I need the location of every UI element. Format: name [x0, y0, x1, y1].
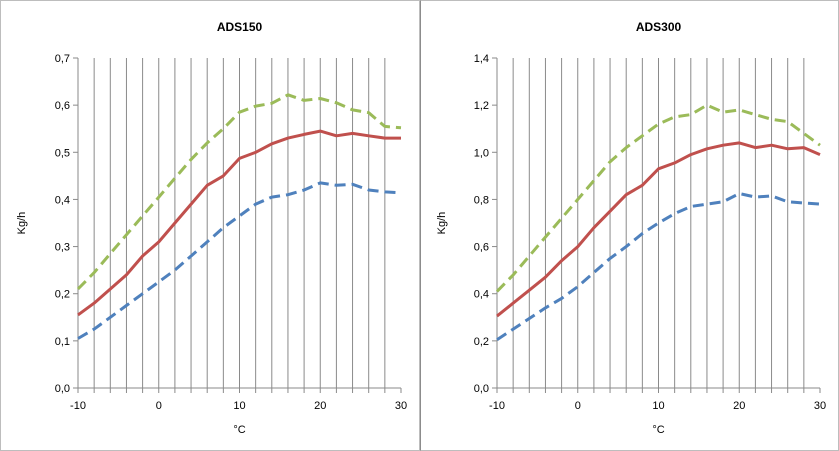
y-tick-label: 0,7	[55, 53, 70, 65]
series-line-2	[496, 192, 821, 341]
y-tick-label: 0,2	[55, 289, 70, 301]
y-tick-label: 1,2	[474, 100, 489, 112]
y-tick-label: 0,6	[474, 242, 489, 254]
series-line-0	[76, 93, 402, 291]
x-tick-label: 10	[233, 400, 245, 412]
x-axis-label: °C	[652, 424, 664, 436]
x-tick-label: 0	[575, 400, 581, 412]
y-tick-label: 0,5	[55, 147, 70, 159]
chart-title: ADS150	[217, 20, 263, 34]
chart-panel-ads300: ADS300 0,0 0,2 0,4 0,6 0,8 1,0 1,2 1,4 -10 0 10 20 30…	[420, 0, 839, 451]
series-line-1	[77, 129, 401, 317]
x-tick-label: 30	[395, 400, 407, 412]
chart-panel-ads150: ADS150 0,0 0,1 0,2 0,3 0,4 0,5 0,6 0,7 -10 0 10 20 30…	[0, 0, 420, 451]
y-axis-label: Kg/h	[436, 212, 448, 235]
chart-ads300: ADS300 0,0 0,2 0,4 0,6 0,8 1,0 1,2 1,4 -10 0 10 20 30…	[436, 20, 826, 436]
x-tick-label: 10	[652, 400, 664, 412]
series-line-1	[496, 141, 821, 318]
y-tick-label: 0,4	[55, 194, 70, 206]
x-tick-label: 20	[314, 400, 326, 412]
y-axis-label: Kg/h	[16, 212, 28, 235]
x-tick-label: -10	[489, 400, 505, 412]
x-tick-label: 30	[814, 400, 826, 412]
x-tick-label: -10	[70, 400, 86, 412]
series-line-0	[495, 103, 821, 293]
y-tick-label: 0,2	[474, 336, 489, 348]
y-tick-label: 0,3	[55, 242, 70, 254]
chart-ads150: ADS150 0,0 0,1 0,2 0,3 0,4 0,5 0,6 0,7 -10 0 10 20 30…	[16, 20, 407, 436]
y-tick-label: 1,4	[474, 53, 489, 65]
x-tick-label: 20	[733, 400, 745, 412]
y-tick-label: 1,0	[474, 147, 489, 159]
y-tick-label: 0,8	[474, 194, 489, 206]
y-tick-label: 0,0	[474, 383, 489, 395]
x-tick-label: 0	[156, 400, 162, 412]
chart-title: ADS300	[636, 20, 682, 34]
y-tick-label: 0,6	[55, 100, 70, 112]
y-tick-label: 0,4	[474, 289, 489, 301]
y-tick-label: 0,1	[55, 336, 70, 348]
y-tick-label: 0,0	[55, 383, 70, 395]
x-axis-label: °C	[233, 424, 245, 436]
